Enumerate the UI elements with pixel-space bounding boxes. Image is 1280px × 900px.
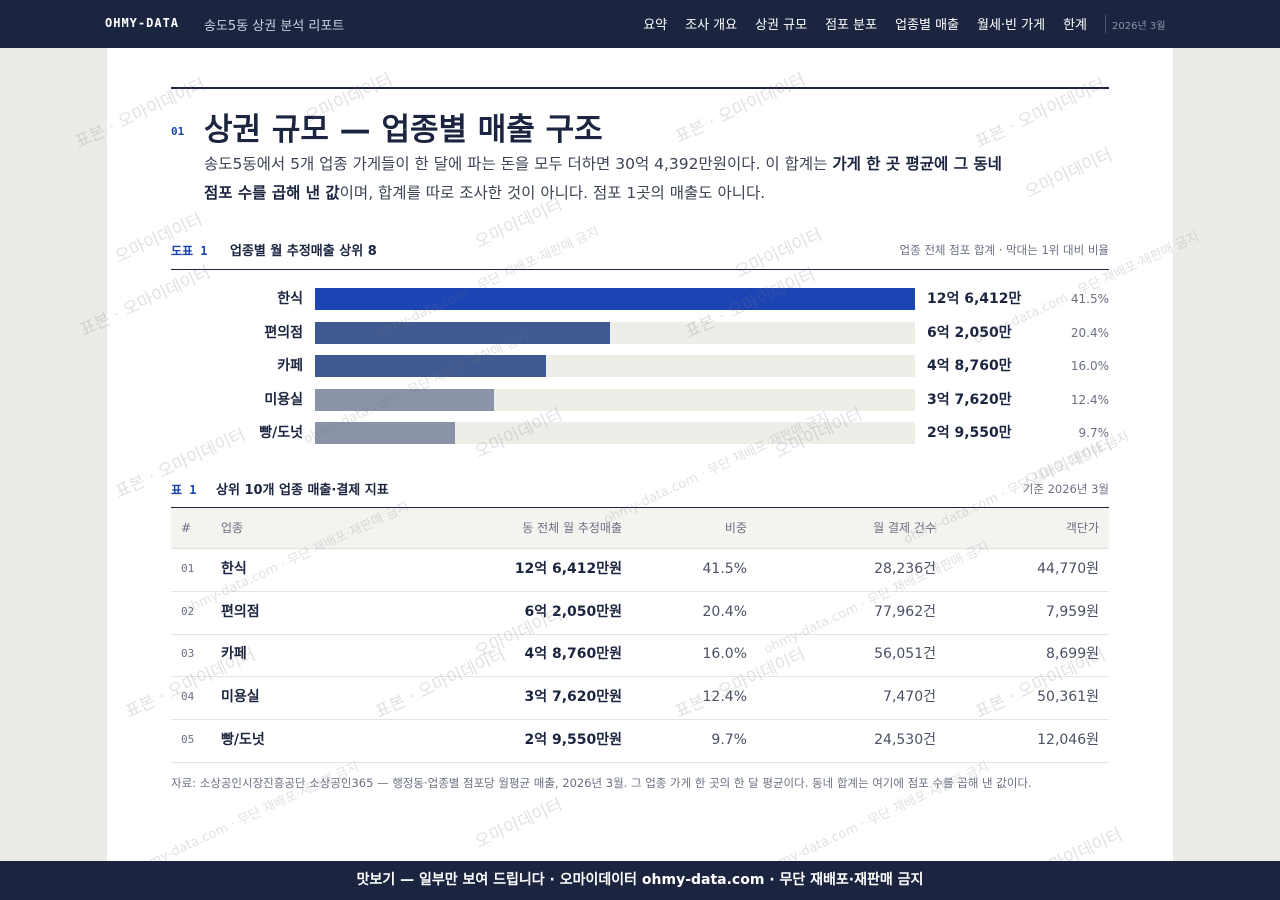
table-cell: 12.4% — [702, 689, 747, 706]
footer-banner: 맛보기 — 일부만 보여 드립니다 · 오마이데이터 ohmy-data.com… — [0, 861, 1280, 900]
column-header: 객단가 — [1065, 521, 1099, 535]
bar-share-label: 9.7% — [1078, 426, 1110, 440]
table-header-row — [171, 508, 1109, 549]
table-cell: 16.0% — [702, 646, 747, 663]
figure-rule — [171, 269, 1109, 270]
bar-label: 카페 — [277, 358, 303, 374]
nav-link[interactable]: 점포 분포 — [825, 18, 878, 33]
table-cell: 12억 6,412만원 — [514, 561, 622, 577]
table-cell: 12,046원 — [1037, 731, 1099, 748]
table-cell: 빵/도넛 — [221, 731, 265, 748]
nav-links: 요약 조사 개요 상권 규모 점포 분포 업종별 매출 월세·빈 가게 한계 — [643, 14, 1087, 33]
table-cell: 3억 7,620만원 — [524, 689, 622, 706]
nav-link[interactable]: 업종별 매출 — [895, 18, 959, 33]
table-row — [171, 549, 1109, 592]
top-nav: OHMY-DATA 송도5동 상권 분석 리포트 요약 조사 개요 상권 규모 점포 … — [0, 0, 1280, 48]
bar-value-label: 4억 8,760만 — [927, 358, 1012, 374]
table-note: 기준 2026년 3월 — [1022, 482, 1109, 496]
section-rule — [171, 87, 1109, 89]
table-cell: 02 — [181, 604, 195, 618]
nav-subtitle: 송도5동 상권 분석 리포트 — [204, 19, 345, 34]
table-cell: 50,361원 — [1037, 689, 1099, 706]
bar-value-label: 3억 7,620만 — [927, 391, 1012, 408]
table-cell: 한식 — [221, 561, 247, 577]
table-cell: 05 — [181, 732, 195, 746]
table-cell: 미용실 — [221, 689, 260, 706]
table-cell: 04 — [181, 690, 195, 704]
table-row — [171, 677, 1109, 721]
table-cell: 카페 — [221, 646, 247, 663]
bar-share-label: 20.4% — [1070, 325, 1109, 340]
bar-share-label: 12.4% — [1070, 392, 1109, 407]
figure-title: 업종별 월 추정매출 상위 8 — [230, 244, 377, 259]
table-row — [171, 592, 1109, 635]
bar-share-label: 41.5% — [1070, 292, 1109, 306]
figure-label: 도표 1 — [171, 244, 208, 258]
nav-link[interactable]: 조사 개요 — [685, 18, 738, 33]
table-cell: 4억 8,760만원 — [524, 646, 622, 663]
table-cell: 41.5% — [702, 561, 747, 577]
nav-link[interactable]: 한계 — [1063, 18, 1087, 33]
nav-link[interactable]: 월세·빈 가게 — [977, 18, 1046, 33]
column-header: 동 전체 월 추정매출 — [522, 521, 622, 535]
table-row — [171, 634, 1109, 678]
section-number: 01 — [171, 125, 185, 138]
table-cell: 20.4% — [702, 603, 747, 620]
table-cell: 9.7% — [711, 731, 747, 748]
bar-track — [315, 422, 915, 444]
table-cell: 6억 2,050만원 — [524, 603, 622, 620]
bar-value-label: 2억 9,550만 — [927, 425, 1012, 441]
nav-link[interactable]: 요약 — [643, 18, 668, 33]
table-cell: 56,051건 — [874, 646, 936, 663]
table-cell: 8,699원 — [1046, 646, 1099, 663]
column-header: 월 결제 건수 — [873, 521, 936, 535]
brand[interactable]: OHMY-DATA — [105, 16, 180, 30]
bar-label: 빵/도넛 — [259, 425, 303, 441]
report-sheet: 01 상권 규모 — 업종별 매출 구조 송도5동에서 5개 업종 가게들이 한… — [107, 48, 1173, 861]
source-note: 자료: 소상공인시장진흥공단 소상공인365 — 행정동·업종별 점포당 월평균… — [171, 776, 1032, 790]
bar-label: 미용실 — [264, 391, 303, 408]
bar-share-label: 16.0% — [1070, 359, 1109, 373]
table-cell: 01 — [181, 562, 195, 575]
table-cell: 편의점 — [221, 603, 260, 620]
bar — [315, 355, 547, 377]
nav-link[interactable]: 상권 규모 — [755, 18, 808, 33]
table-label: 표 1 — [171, 483, 197, 497]
bar — [315, 288, 915, 310]
figure-note: 업종 전체 점포 합계 · 막대는 1위 대비 비율 — [899, 243, 1110, 257]
table-top-rule — [171, 507, 1109, 508]
bar — [315, 321, 610, 344]
table-cell: 7,959원 — [1046, 603, 1099, 620]
table-cell: 03 — [181, 647, 195, 661]
bar-value-label: 12억 6,412만 — [927, 291, 1022, 307]
column-header: 비중 — [724, 521, 747, 535]
bar — [315, 388, 494, 411]
lead-paragraph: 송도5동에서 5개 업종 가게들이 한 달에 파는 돈을 모두 더하면 30억 … — [204, 150, 1014, 208]
column-header: 업종 — [221, 521, 244, 535]
table-cell: 77,962건 — [874, 603, 936, 620]
bar-label: 한식 — [277, 291, 303, 307]
table-cell: 44,770원 — [1037, 561, 1099, 577]
bar-value-label: 6억 2,050만 — [927, 324, 1012, 341]
bar — [315, 422, 456, 444]
bar-label: 편의점 — [264, 324, 303, 341]
column-header: # — [181, 521, 192, 535]
table-cell: 2억 9,550만원 — [524, 731, 622, 748]
lead-emphasis: 가게 한 곳 평균에 그 동네 점포 수를 곱해 낸 값 — [204, 155, 1002, 202]
nav-date: 2026년 3월 — [1112, 21, 1166, 32]
table-cell: 28,236건 — [874, 561, 936, 577]
nav-separator — [1105, 15, 1106, 33]
lead-text: 송도5동에서 5개 업종 가게들이 한 달에 파는 돈을 모두 더하면 30억 … — [204, 155, 833, 173]
table-row — [171, 720, 1109, 763]
table-cell: 7,470건 — [883, 689, 936, 706]
table-title: 상위 10개 업종 매출·결제 지표 — [216, 483, 389, 498]
table-cell: 24,530건 — [874, 731, 936, 748]
section-title: 상권 규모 — 업종별 매출 구조 — [204, 112, 603, 148]
lead-text: 이며, 합계를 따로 조사한 것이 아니다. 점포 1곳의 매출도 아니다. — [339, 184, 766, 202]
